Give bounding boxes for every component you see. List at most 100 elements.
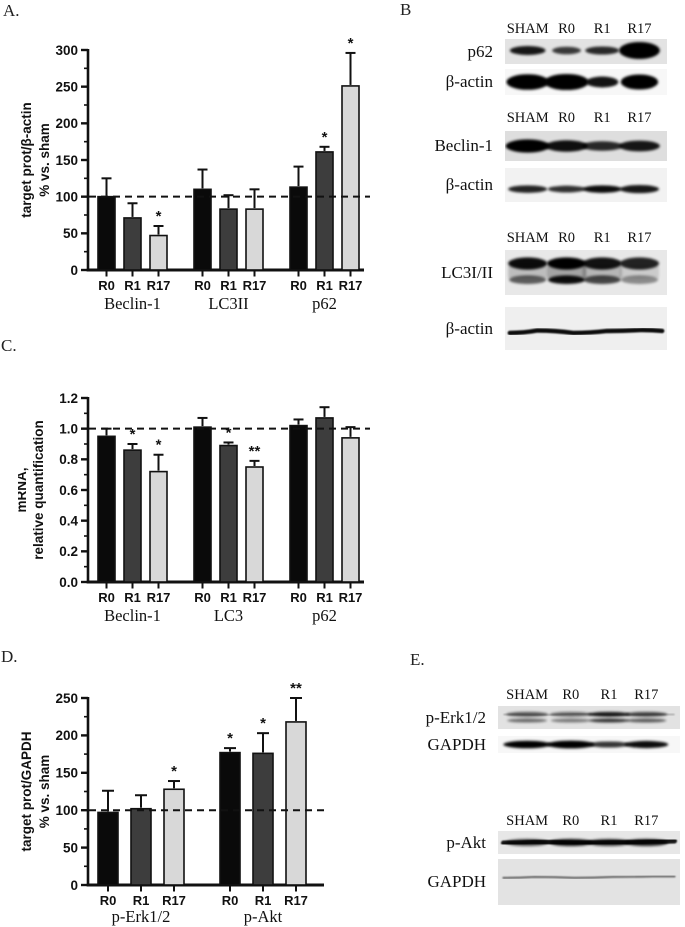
- bar-p-Erk1/2-R0: [97, 811, 119, 886]
- blot-strip-B-p62-00: [505, 39, 667, 64]
- ytick-C: 0.2: [59, 544, 78, 559]
- ytick-D: 200: [55, 728, 78, 743]
- bar-chart-C: 0.0 0.2 0.4 0.6 0.8 1.0 1.2 mRNA, relative quant…: [18, 391, 370, 625]
- lane-label-B-1-R17: R17: [627, 110, 652, 126]
- ytick-A: 200: [55, 116, 78, 131]
- lane-label-E-1-SHAM: SHAM: [506, 813, 549, 829]
- blot-row-label-E-1-0: p-Akt: [446, 832, 486, 852]
- bar-label-Beclin-1-R17: R17: [147, 590, 171, 605]
- y-axis-label-D: target prot/GAPDH: [19, 731, 34, 851]
- lane-label-E-1-R17: R17: [634, 813, 659, 829]
- lane-label-E-0-R0: R0: [562, 687, 580, 703]
- ytick-D: 50: [63, 840, 78, 855]
- bar-p-Akt-R1: [252, 752, 274, 886]
- lane-label-E-0-R1: R1: [600, 687, 618, 703]
- bar-chart-D: 0 50 100 150 200 250 target prot/GAPDH% vs. sh…: [19, 680, 324, 926]
- ytick-D: 150: [55, 766, 78, 781]
- lane-label-B-2-R1: R1: [593, 230, 611, 246]
- blot-row-label-E-0-0: p-Erk1/2: [425, 707, 486, 727]
- lane-label-B-0-SHAM: SHAM: [506, 21, 549, 37]
- bar-LC3II-R1: [219, 208, 238, 271]
- ytick-D: 0: [70, 878, 78, 893]
- panel-letter-a: A.: [3, 1, 20, 20]
- blot-row-label-B-1-0: Beclin-1: [434, 136, 493, 155]
- bar-label-LC3II-R17: R17: [243, 278, 267, 293]
- blot-strip-E-p-Akt-10: [498, 831, 680, 854]
- lane-label-B-1-SHAM: SHAM: [506, 110, 549, 126]
- blot-row-label-B-1-1: β-actin: [445, 175, 493, 194]
- panel-letter-b: B: [400, 0, 412, 19]
- lane-label-B-2-R0: R0: [558, 230, 575, 246]
- lane-header-B-1: SHAM R0 R1 R17: [505, 110, 667, 127]
- bar-Beclin-1-R0: [97, 435, 116, 583]
- bar-p-Akt-R0: [219, 751, 241, 886]
- bar-label-LC3-R0: R0: [194, 590, 211, 605]
- bar-label-p62-R1: R1: [316, 278, 333, 293]
- lane-header-E-0: SHAM R0 R1 R17: [498, 687, 680, 704]
- bar-Beclin-1-R17: [149, 470, 168, 583]
- lane-label-E-1-R1: R1: [600, 813, 618, 829]
- bar-label-p-Akt-R0: R0: [222, 893, 239, 908]
- group-label-p62: p62: [312, 606, 337, 625]
- bar-p62-R1: [315, 151, 334, 271]
- bar-p-Erk1/2-R17: [163, 788, 185, 886]
- bar-label-p62-R17: R17: [339, 278, 363, 293]
- blot-strip-B-Beclin-1-10: [505, 131, 667, 161]
- bar-p62-R0: [289, 186, 308, 271]
- panel-letter-d: D.: [1, 647, 18, 666]
- significance-LC3-R17: **: [249, 443, 261, 460]
- lane-label-B-1-R1: R1: [593, 110, 611, 126]
- blot-strip-B--actin-11: [505, 168, 667, 202]
- blot-strip-E-p-Erk12-00: [498, 706, 680, 729]
- significance-p-Akt-R0: *: [227, 730, 233, 747]
- ytick-C: 0.8: [59, 452, 78, 467]
- significance-Beclin-1-R1: *: [130, 426, 136, 443]
- bar-label-p-Erk1/2-R0: R0: [100, 893, 117, 908]
- y-axis-label-C: relative quantification: [31, 420, 46, 560]
- lane-label-B-0-R0: R0: [558, 21, 575, 37]
- ytick-A: 300: [55, 43, 78, 58]
- bar-label-LC3II-R1: R1: [220, 278, 237, 293]
- bar-label-Beclin-1-R1: R1: [124, 278, 141, 293]
- bar-p62-R1: [315, 417, 334, 583]
- significance-Beclin-1-R17: *: [156, 208, 162, 225]
- bar-LC3II-R17: [245, 208, 264, 271]
- y-axis-label-D: % vs. sham: [37, 755, 52, 829]
- lane-label-B-1-R0: R0: [558, 110, 575, 126]
- bar-label-p62-R17: R17: [339, 590, 363, 605]
- bar-label-p62-R0: R0: [290, 590, 307, 605]
- bar-label-Beclin-1-R1: R1: [124, 590, 141, 605]
- lane-header-E-1: SHAM R0 R1 R17: [498, 813, 680, 830]
- ytick-A: 250: [55, 79, 78, 94]
- ytick-C: 0.4: [59, 513, 78, 528]
- blot-strip-B--actin-01: [505, 69, 667, 95]
- blot-strip-E-GAPDH-11: [498, 859, 680, 905]
- lane-label-B-2-SHAM: SHAM: [506, 230, 549, 246]
- bar-label-p-Akt-R1: R1: [255, 893, 272, 908]
- significance-p62-R1: *: [322, 129, 328, 146]
- blot-row-label-B-2-0: LC3I/II: [441, 262, 493, 282]
- bar-Beclin-1-R17: [149, 234, 168, 271]
- significance-p-Erk1/2-R17: *: [171, 763, 177, 780]
- bar-p62-R0: [289, 424, 308, 583]
- lane-label-E-0-R17: R17: [634, 687, 659, 703]
- bar-LC3II-R0: [193, 188, 212, 271]
- ytick-A: 50: [63, 226, 78, 241]
- ytick-C: 1.2: [59, 391, 78, 406]
- bar-chart-A: 0 50 100 150 200 250 300 target prot/β-actin% v…: [19, 35, 370, 313]
- bar-p-Akt-R17: [285, 721, 307, 886]
- blot-strip-B-LC3III-20: [505, 250, 667, 295]
- ytick-D: 100: [55, 803, 78, 818]
- bar-Beclin-1-R1: [123, 449, 142, 583]
- bar-label-p-Akt-R17: R17: [284, 893, 308, 908]
- bar-label-LC3-R1: R1: [220, 590, 237, 605]
- y-axis-label-C: mRNA,: [18, 467, 29, 512]
- group-label-p-Akt: p-Akt: [244, 907, 283, 926]
- ytick-C: 0.0: [59, 575, 78, 590]
- bar-p62-R17: [341, 85, 360, 271]
- blot-row-label-B-2-1: β-actin: [445, 318, 493, 338]
- ytick-C: 0.6: [59, 483, 78, 498]
- bar-LC3-R17: [245, 466, 264, 583]
- lane-header-B-2: SHAM R0 R1 R17: [505, 230, 667, 247]
